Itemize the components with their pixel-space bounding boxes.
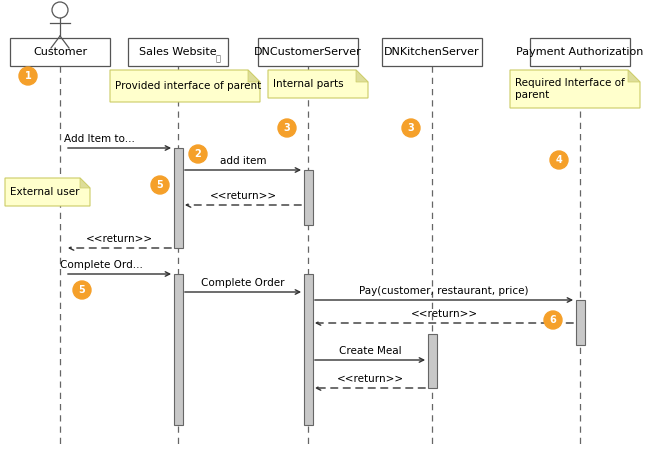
Bar (304, 170, 312, 225)
Text: <<return>>: <<return>> (86, 234, 153, 244)
Circle shape (151, 176, 169, 194)
Text: Complete Ord...: Complete Ord... (60, 260, 143, 270)
Text: <<return>>: <<return>> (337, 374, 404, 384)
Text: Customer: Customer (33, 47, 87, 57)
Text: Internal parts: Internal parts (273, 79, 343, 89)
Bar (258, 38, 358, 66)
Circle shape (550, 151, 568, 169)
Text: 5: 5 (157, 180, 163, 190)
Text: Sales Website: Sales Website (139, 47, 217, 57)
Text: External user: External user (10, 187, 79, 197)
Circle shape (19, 67, 37, 85)
Circle shape (189, 145, 207, 163)
Text: <<return>>: <<return>> (210, 191, 277, 201)
Text: DNKitchenServer: DNKitchenServer (384, 47, 480, 57)
Text: add item: add item (220, 156, 266, 166)
Polygon shape (5, 178, 90, 206)
Bar (382, 38, 482, 66)
Text: Add Item to...: Add Item to... (64, 134, 135, 144)
Polygon shape (356, 70, 368, 82)
Circle shape (544, 311, 562, 329)
Text: 3: 3 (284, 123, 290, 133)
Bar (304, 274, 312, 425)
Circle shape (402, 119, 420, 137)
Text: Pay(customer, restaurant, price): Pay(customer, restaurant, price) (360, 286, 529, 296)
Text: DNCustomerServer: DNCustomerServer (254, 47, 362, 57)
Text: Create Meal: Create Meal (339, 346, 401, 356)
Text: 5: 5 (79, 285, 85, 295)
Text: Payment Authorization: Payment Authorization (516, 47, 644, 57)
Polygon shape (248, 70, 260, 82)
Text: Complete Order: Complete Order (201, 278, 285, 288)
Bar (575, 300, 585, 345)
Polygon shape (628, 70, 640, 82)
Text: Required Interface of
parent: Required Interface of parent (515, 78, 625, 100)
Bar (427, 334, 437, 388)
Text: 3: 3 (408, 123, 415, 133)
Text: 2: 2 (195, 149, 202, 159)
Polygon shape (110, 70, 260, 102)
Polygon shape (510, 70, 640, 108)
Bar (173, 148, 183, 248)
Text: <<return>>: <<return>> (411, 309, 478, 319)
Text: ⎘: ⎘ (216, 55, 220, 64)
Bar (173, 274, 183, 425)
Text: 4: 4 (556, 155, 562, 165)
Bar (10, 38, 110, 66)
Circle shape (278, 119, 296, 137)
Circle shape (73, 281, 91, 299)
Bar (530, 38, 630, 66)
Text: 1: 1 (25, 71, 32, 81)
Polygon shape (80, 178, 90, 188)
Text: Provided interface of parent: Provided interface of parent (115, 81, 261, 91)
Text: 6: 6 (550, 315, 556, 325)
Bar (128, 38, 228, 66)
Polygon shape (268, 70, 368, 98)
